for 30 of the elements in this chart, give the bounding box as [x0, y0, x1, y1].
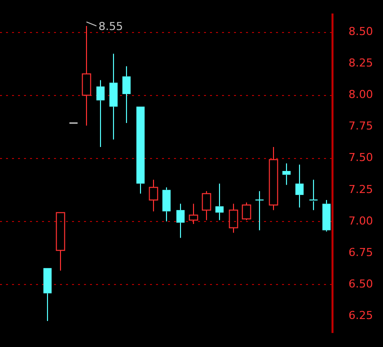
- y-tick-label: 7.25: [348, 182, 374, 196]
- y-tick-label: 8.50: [348, 25, 374, 38]
- candlestick: [202, 190, 212, 221]
- candlestick: [82, 25, 92, 126]
- y-tick-label: 8.00: [348, 88, 374, 102]
- candlestick: [268, 146, 278, 211]
- y-tick-label: 7.50: [348, 151, 374, 164]
- candlestick: [215, 183, 224, 221]
- candlestick: [188, 203, 198, 224]
- annotation: 8.55: [98, 20, 123, 33]
- candlestick: [43, 268, 52, 322]
- y-tick-label: 8.25: [348, 56, 374, 70]
- candlestick: [295, 164, 304, 208]
- candlestick: [322, 199, 331, 232]
- candlestick: [96, 80, 105, 148]
- candlestick: [162, 186, 171, 222]
- candlestick: [176, 203, 185, 238]
- y-tick-label: 6.75: [348, 246, 374, 259]
- y-tick-label: 6.50: [348, 277, 374, 290]
- y-tick-label: 7.00: [348, 214, 374, 228]
- candlestick: [228, 203, 238, 234]
- candlestick: [148, 179, 158, 212]
- y-tick-label: 6.25: [348, 308, 374, 322]
- candlestick: [109, 53, 118, 140]
- candlestick: [56, 212, 66, 272]
- candlestick: [308, 179, 318, 211]
- candlestick: [122, 66, 131, 124]
- candlestick: [254, 190, 264, 231]
- candlestick: [282, 162, 291, 186]
- y-tick-label: 7.75: [348, 120, 374, 133]
